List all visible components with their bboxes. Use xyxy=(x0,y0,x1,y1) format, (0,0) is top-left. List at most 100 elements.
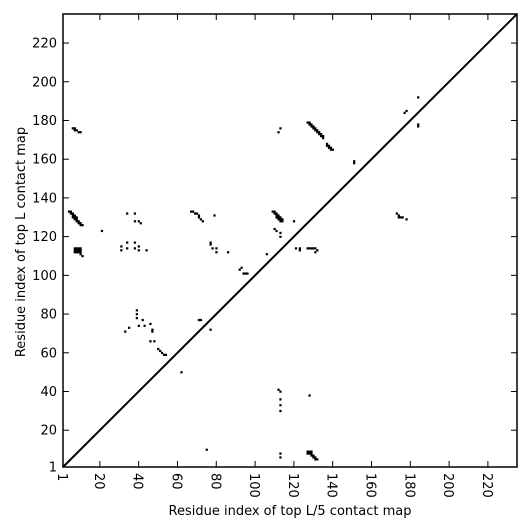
contact-point-upper xyxy=(322,136,325,140)
contact-point-lower xyxy=(124,330,127,333)
contact-point-upper xyxy=(190,210,193,213)
contact-point-upper xyxy=(277,218,280,221)
contact-point-upper xyxy=(279,127,282,130)
contact-point-lower xyxy=(298,247,301,250)
contact-point-lower xyxy=(308,247,311,250)
contact-point-upper xyxy=(353,162,356,165)
x-tick-label: 220 xyxy=(479,473,494,498)
contact-point-upper xyxy=(193,212,197,215)
contact-point-upper xyxy=(71,212,74,215)
contact-point-upper xyxy=(133,220,137,223)
x-tick-label: 160 xyxy=(362,473,377,498)
contact-point-lower xyxy=(294,247,298,250)
contact-point-lower xyxy=(312,456,315,459)
contact-point-upper xyxy=(75,129,78,132)
contact-point-upper xyxy=(100,229,104,233)
contact-point-upper xyxy=(126,247,129,250)
contact-point-upper xyxy=(195,212,199,215)
contact-point-upper xyxy=(320,134,323,138)
contact-point-upper xyxy=(417,125,420,128)
contact-point-upper xyxy=(120,245,123,248)
contact-point-upper xyxy=(310,125,313,128)
contact-point-upper xyxy=(79,131,82,134)
y-tick-label: 20 xyxy=(40,424,57,439)
contact-point-upper xyxy=(314,129,317,132)
contact-point-upper xyxy=(137,220,140,223)
contact-point-upper xyxy=(215,247,218,250)
x-axis-ticks: 1 20 40 60 80 100 120 140 160 180 200 220 xyxy=(54,14,494,498)
contact-point-upper xyxy=(73,129,76,132)
contact-point-upper xyxy=(75,216,78,219)
contact-point-upper xyxy=(279,235,282,238)
contact-point-lower xyxy=(316,249,319,252)
contact-point-upper xyxy=(405,218,408,221)
contact-point-lower xyxy=(137,324,140,327)
contact-point-lower xyxy=(312,247,315,250)
contact-point-upper xyxy=(273,212,276,215)
contact-point-upper xyxy=(275,229,278,233)
contact-point-upper xyxy=(197,216,201,219)
contact-point-lower xyxy=(246,272,249,275)
contact-point-upper xyxy=(312,125,315,128)
plot-frame xyxy=(62,13,518,468)
contact-point-upper xyxy=(139,222,142,225)
contact-point-upper xyxy=(71,214,74,217)
contact-point-lower xyxy=(310,452,313,455)
contact-point-lower xyxy=(306,452,309,455)
contact-point-upper xyxy=(73,127,76,130)
contact-point-upper xyxy=(279,218,282,221)
contact-point-upper xyxy=(316,129,319,132)
contact-point-upper xyxy=(279,216,282,219)
contact-point-lower xyxy=(157,347,160,351)
contact-point-lower xyxy=(308,394,311,397)
contact-point-lower xyxy=(310,454,313,457)
contact-point-upper xyxy=(329,146,333,149)
contact-point-upper xyxy=(69,212,73,215)
contact-point-upper xyxy=(75,249,78,252)
contact-point-upper xyxy=(197,214,201,217)
contact-point-upper xyxy=(325,144,329,147)
contact-point-lower xyxy=(205,448,208,451)
contact-point-upper xyxy=(275,214,278,217)
contact-point-lower xyxy=(151,328,154,331)
contact-point-upper xyxy=(126,212,129,215)
contact-point-upper xyxy=(292,220,296,223)
contact-point-upper xyxy=(75,220,78,223)
y-tick-label: 160 xyxy=(32,153,57,168)
contact-point-lower xyxy=(306,450,309,453)
contact-point-lower xyxy=(162,353,166,356)
contact-point-upper xyxy=(308,123,311,126)
contact-point-upper xyxy=(79,224,82,227)
contact-point-upper xyxy=(73,214,76,217)
y-tick-label: 120 xyxy=(32,230,57,245)
contact-point-upper xyxy=(77,249,80,252)
contact-point-upper xyxy=(316,131,319,134)
contact-point-upper xyxy=(318,133,321,136)
contact-point-lower xyxy=(151,330,154,333)
contact-point-upper xyxy=(81,224,84,227)
contact-point-upper xyxy=(192,210,195,213)
x-tick-label: 40 xyxy=(130,473,145,490)
contact-point-lower xyxy=(159,349,162,353)
contact-point-lower xyxy=(310,450,313,453)
contact-point-upper xyxy=(75,218,78,221)
contact-point-upper xyxy=(75,251,78,254)
contact-point-lower xyxy=(298,249,301,252)
contact-point-upper xyxy=(77,220,80,223)
contact-point-upper xyxy=(77,247,80,250)
y-tick-label: 100 xyxy=(32,269,57,284)
contact-point-upper xyxy=(310,123,313,126)
x-tick-label: 120 xyxy=(285,473,300,498)
contact-point-lower xyxy=(310,247,313,250)
contact-point-upper xyxy=(199,218,203,221)
contact-point-lower xyxy=(314,456,317,459)
contact-point-upper xyxy=(73,251,76,254)
contact-point-upper xyxy=(137,249,140,252)
contact-point-lower xyxy=(312,454,315,457)
contact-point-lower xyxy=(279,390,282,393)
contact-point-lower xyxy=(135,316,138,320)
x-axis-label: Residue index of top L/5 contact map xyxy=(169,504,412,519)
x-tick-label: 20 xyxy=(91,473,106,490)
